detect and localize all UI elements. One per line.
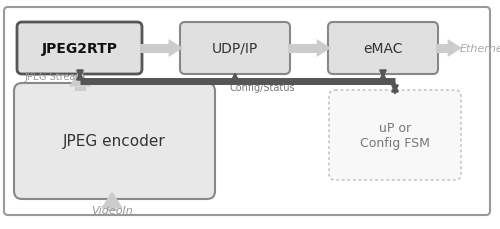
Polygon shape xyxy=(74,87,86,92)
Text: Ethernet: Ethernet xyxy=(460,44,500,54)
Polygon shape xyxy=(436,44,448,53)
Polygon shape xyxy=(140,44,168,53)
Text: JPEG Stream: JPEG Stream xyxy=(24,72,85,82)
Text: eMAC: eMAC xyxy=(363,42,403,56)
FancyBboxPatch shape xyxy=(17,23,142,75)
Text: Config/Status: Config/Status xyxy=(230,83,296,93)
Text: UDP/IP: UDP/IP xyxy=(212,42,258,56)
FancyBboxPatch shape xyxy=(14,84,215,199)
Polygon shape xyxy=(106,209,118,211)
Polygon shape xyxy=(101,191,123,209)
Polygon shape xyxy=(448,40,462,58)
Polygon shape xyxy=(168,40,183,58)
FancyBboxPatch shape xyxy=(180,23,290,75)
Polygon shape xyxy=(316,40,331,58)
Text: VideoIn: VideoIn xyxy=(91,205,133,215)
FancyBboxPatch shape xyxy=(4,8,490,215)
Polygon shape xyxy=(288,44,316,53)
FancyBboxPatch shape xyxy=(328,23,438,75)
Polygon shape xyxy=(69,70,91,87)
Text: uP or
Config FSM: uP or Config FSM xyxy=(360,121,430,149)
FancyBboxPatch shape xyxy=(329,91,461,180)
Text: JPEG2RTP: JPEG2RTP xyxy=(42,42,117,56)
Text: JPEG encoder: JPEG encoder xyxy=(63,134,166,149)
